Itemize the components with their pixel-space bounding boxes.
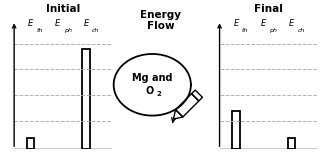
Text: th: th xyxy=(242,28,248,33)
Bar xyxy=(27,138,34,149)
Text: E: E xyxy=(233,19,239,28)
Text: ch: ch xyxy=(92,28,100,33)
Bar xyxy=(82,49,90,149)
Text: th: th xyxy=(37,28,43,33)
Text: E: E xyxy=(28,19,33,28)
Text: ph: ph xyxy=(64,28,72,33)
Text: E: E xyxy=(83,19,89,28)
Text: Mg and: Mg and xyxy=(132,73,172,83)
Text: Energy
Flow: Energy Flow xyxy=(140,10,181,31)
Text: E: E xyxy=(289,19,294,28)
Text: Initial: Initial xyxy=(46,4,80,14)
Bar xyxy=(288,138,295,149)
Text: Final: Final xyxy=(254,4,283,14)
Text: E: E xyxy=(55,19,60,28)
Bar xyxy=(232,111,240,149)
Text: E: E xyxy=(261,19,266,28)
Text: ph: ph xyxy=(269,28,277,33)
Text: ch: ch xyxy=(298,28,305,33)
Text: 2: 2 xyxy=(156,91,161,97)
Text: O: O xyxy=(145,86,153,96)
